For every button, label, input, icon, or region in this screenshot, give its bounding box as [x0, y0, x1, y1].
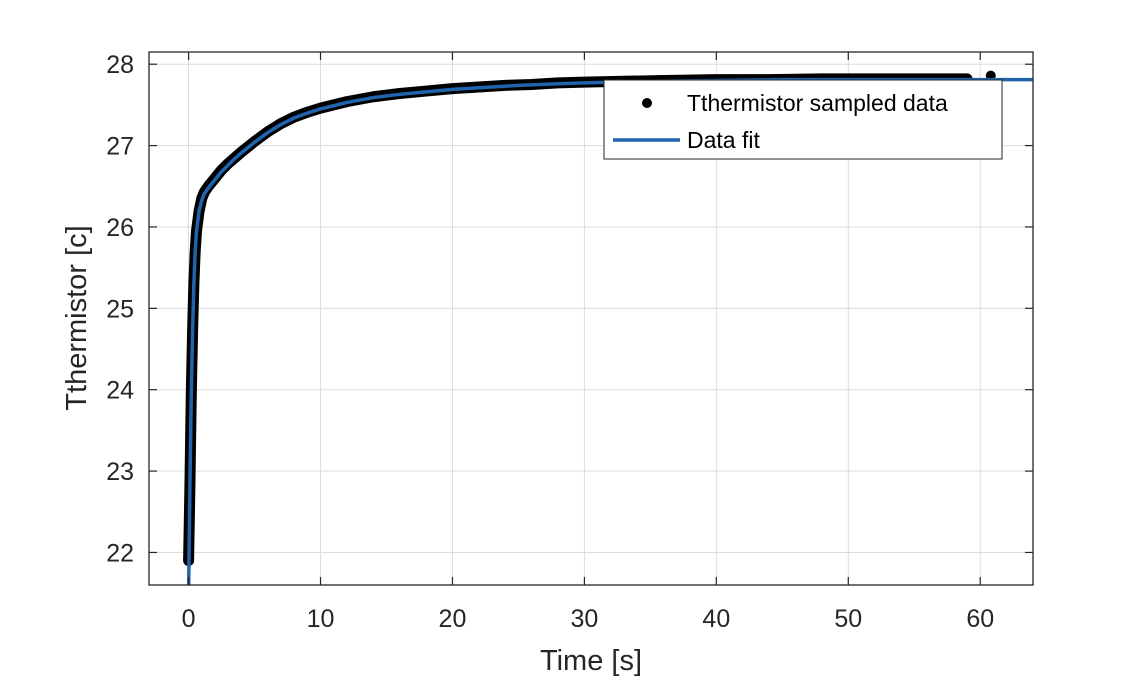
y-tick-label: 24: [106, 377, 134, 405]
x-tick-label: 30: [570, 605, 598, 633]
x-tick-label: 20: [439, 605, 467, 633]
y-tick-label: 26: [106, 214, 134, 242]
axis-ticks: [149, 52, 1033, 585]
y-tick-label: 27: [106, 133, 134, 161]
legend-box: [603, 79, 1003, 160]
y-tick-label: 23: [106, 458, 134, 486]
legend: Tthermistor sampled data Data fit: [603, 79, 1003, 160]
x-tick-label: 40: [702, 605, 730, 633]
legend-marker-sampled-data: [642, 98, 652, 108]
x-tick-label: 50: [834, 605, 862, 633]
legend-label-data-fit: Data fit: [687, 127, 760, 153]
tick-labels: 0 10 20 30 40 50 60 22 23 24 25 26 27 28: [106, 51, 994, 633]
x-tick-label: 10: [307, 605, 335, 633]
y-tick-label: 22: [106, 539, 134, 567]
y-axis-label: Tthermistor [c]: [61, 225, 93, 410]
x-axis-label: Time [s]: [540, 645, 642, 677]
legend-label-sampled-data: Tthermistor sampled data: [687, 90, 948, 116]
grid-lines: [149, 52, 1033, 585]
plot-frame: [148, 51, 1034, 586]
y-tick-label: 25: [106, 295, 134, 323]
x-tick-label: 0: [182, 605, 196, 633]
x-tick-label: 60: [966, 605, 994, 633]
y-tick-label: 28: [106, 51, 134, 79]
